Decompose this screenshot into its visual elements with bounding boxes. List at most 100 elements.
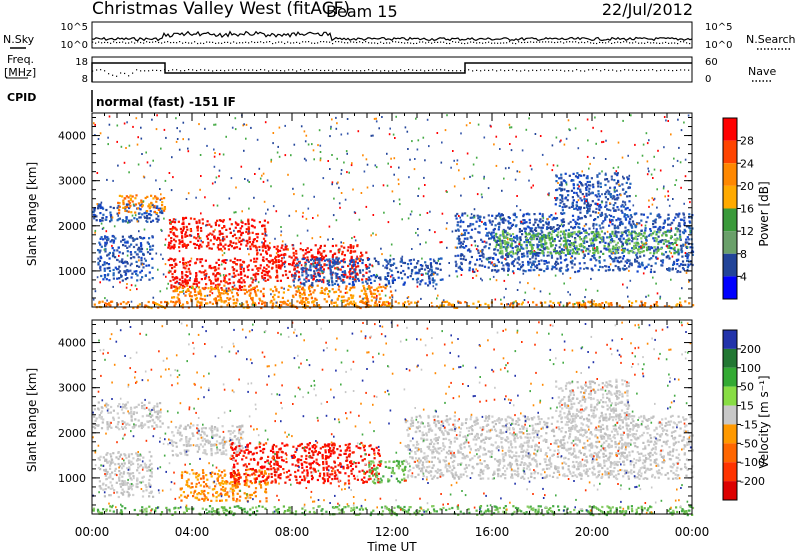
heatmap-cell <box>618 238 620 240</box>
heatmap-cell <box>572 215 574 217</box>
heatmap-cell <box>407 148 409 150</box>
heatmap-cell <box>622 243 624 245</box>
heatmap-cell <box>403 284 405 286</box>
heatmap-cell <box>578 199 580 201</box>
heatmap-cell <box>496 271 498 273</box>
heatmap-cell <box>505 250 507 252</box>
heatmap-cell <box>596 228 598 230</box>
heatmap-cell <box>657 214 659 216</box>
heatmap-cell <box>482 241 484 243</box>
heatmap-cell <box>628 200 630 202</box>
heatmap-cell <box>606 178 608 180</box>
heatmap-cell <box>198 282 200 284</box>
heatmap-cell <box>114 225 116 227</box>
heatmap-cell <box>129 221 131 223</box>
heatmap-cell <box>608 236 610 238</box>
heatmap-cell <box>289 215 291 217</box>
heatmap-cell <box>481 260 483 262</box>
heatmap-cell <box>649 252 651 254</box>
heatmap-cell <box>228 287 230 289</box>
heatmap-cell <box>252 304 254 306</box>
heatmap-cell <box>359 272 361 274</box>
heatmap-cell <box>97 249 99 251</box>
heatmap-cell <box>608 225 610 227</box>
heatmap-cell <box>351 237 353 239</box>
heatmap-cell <box>169 228 171 230</box>
heatmap-cell <box>97 207 99 209</box>
heatmap-cell <box>535 227 537 229</box>
heatmap-cell <box>419 214 421 216</box>
heatmap-cell <box>171 221 173 223</box>
heatmap-cell <box>424 184 426 186</box>
heatmap-cell <box>174 282 176 284</box>
heatmap-cell <box>416 272 418 274</box>
heatmap-cell <box>534 219 536 221</box>
heatmap-cell <box>448 262 450 264</box>
heatmap-cell <box>160 290 162 292</box>
heatmap-cell <box>236 263 238 265</box>
heatmap-cell <box>645 242 647 244</box>
heatmap-cell <box>615 230 617 232</box>
heatmap-cell <box>376 166 378 168</box>
heatmap-cell <box>663 146 665 148</box>
heatmap-cell <box>217 295 219 297</box>
heatmap-cell <box>601 130 603 132</box>
heatmap-cell <box>212 303 214 305</box>
heatmap-cell <box>528 269 530 271</box>
heatmap-cell <box>457 276 459 278</box>
heatmap-cell <box>563 179 565 181</box>
heatmap-cell <box>273 261 275 263</box>
heatmap-cell <box>152 197 154 199</box>
heatmap-cell <box>481 265 483 267</box>
heatmap-cell <box>402 270 404 272</box>
heatmap-cell <box>272 296 274 298</box>
heatmap-cell <box>197 226 199 228</box>
y-tick-label: 1000 <box>58 265 86 278</box>
heatmap-cell <box>543 254 545 256</box>
heatmap-cell <box>618 142 620 144</box>
heatmap-cell <box>650 271 652 273</box>
heatmap-cell <box>261 241 263 243</box>
heatmap-cell <box>164 244 166 246</box>
heatmap-cell <box>673 252 675 254</box>
heatmap-cell <box>572 236 574 238</box>
heatmap-cell <box>573 208 575 210</box>
heatmap-cell <box>282 262 284 264</box>
heatmap-cell <box>155 218 157 220</box>
heatmap-cell <box>660 296 662 298</box>
heatmap-cell <box>385 295 387 297</box>
heatmap-cell <box>417 286 419 288</box>
heatmap-cell <box>420 264 422 266</box>
heatmap-cell <box>631 250 633 252</box>
heatmap-cell <box>277 152 279 154</box>
heatmap-cell <box>664 116 666 118</box>
heatmap-cell <box>141 248 143 250</box>
heatmap-cell <box>307 247 309 249</box>
heatmap-cell <box>293 259 295 261</box>
heatmap-cell <box>176 277 178 279</box>
heatmap-cell <box>576 192 578 194</box>
heatmap-cell <box>567 199 569 201</box>
heatmap-cell <box>585 189 587 191</box>
heatmap-cell <box>562 198 564 200</box>
noise-right-top: 10^5 <box>705 22 732 33</box>
heatmap-cell <box>648 295 650 297</box>
heatmap-cell <box>495 224 497 226</box>
heatmap-cell <box>619 218 621 220</box>
heatmap-cell <box>201 298 203 300</box>
heatmap-cell <box>458 302 460 304</box>
heatmap-cell <box>123 301 125 303</box>
heatmap-cell <box>354 211 356 213</box>
heatmap-cell <box>583 251 585 253</box>
heatmap-cell <box>680 304 682 306</box>
heatmap-cell <box>238 274 240 276</box>
heatmap-cell <box>100 257 102 259</box>
heatmap-cell <box>687 266 689 268</box>
heatmap-cell <box>511 225 513 227</box>
heatmap-cell <box>329 280 331 282</box>
heatmap-cell <box>484 303 486 305</box>
heatmap-cell <box>420 280 422 282</box>
heatmap-cell <box>352 281 354 283</box>
heatmap-cell <box>245 138 247 140</box>
heatmap-cell <box>621 232 623 234</box>
